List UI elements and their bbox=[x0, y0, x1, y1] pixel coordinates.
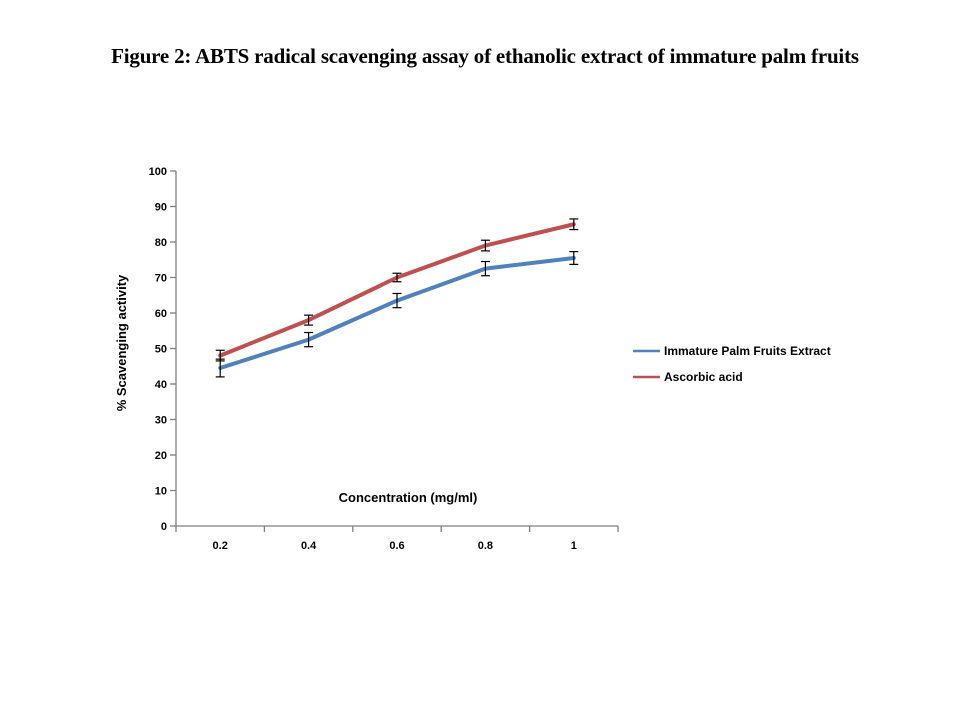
error-bar bbox=[480, 260, 490, 277]
x-tick-label: 1 bbox=[571, 540, 577, 552]
error-bars bbox=[215, 218, 579, 378]
y-axis-title: % Scavenging activity bbox=[114, 274, 129, 411]
legend-entry: Immature Palm Fruits Extract bbox=[633, 344, 831, 358]
y-tick-label: 80 bbox=[155, 237, 167, 249]
error-bar bbox=[480, 239, 490, 252]
x-axis: 0.2 0.4 0.6 0.8 1 bbox=[175, 525, 619, 552]
legend-label: Immature Palm Fruits Extract bbox=[664, 344, 831, 358]
legend-entry: Ascorbic acid bbox=[633, 370, 743, 384]
y-tick-label: 40 bbox=[155, 379, 167, 391]
y-tick-label: 60 bbox=[155, 308, 167, 320]
y-tick-label: 50 bbox=[155, 344, 167, 356]
error-bar bbox=[392, 272, 402, 283]
x-tick-label: 0.4 bbox=[301, 540, 317, 552]
figure-title: Figure 2: ABTS radical scavenging assay … bbox=[111, 44, 859, 68]
error-bar bbox=[215, 349, 225, 362]
error-bar bbox=[304, 331, 314, 348]
error-bar bbox=[569, 218, 579, 231]
series-line-ascorbic-acid bbox=[218, 222, 576, 358]
y-axis: 0 10 20 30 40 50 60 70 80 90 100 bbox=[149, 166, 177, 533]
y-tick-label: 20 bbox=[155, 450, 167, 462]
error-bar bbox=[304, 314, 314, 326]
y-tick-label: 10 bbox=[155, 486, 167, 498]
y-tick-label: 100 bbox=[149, 166, 167, 178]
error-bar bbox=[392, 292, 402, 309]
x-tick-label: 0.8 bbox=[478, 540, 493, 552]
x-axis-title: Concentration (mg/ml) bbox=[339, 490, 478, 505]
x-tick-label: 0.2 bbox=[213, 540, 228, 552]
legend-label: Ascorbic acid bbox=[664, 370, 743, 384]
legend: Immature Palm Fruits Extract Ascorbic aci… bbox=[633, 344, 831, 384]
error-bar bbox=[569, 250, 579, 265]
y-tick-label: 0 bbox=[161, 521, 167, 533]
y-tick-label: 30 bbox=[155, 415, 167, 427]
y-tick-label: 70 bbox=[155, 273, 167, 285]
x-tick-label: 0.6 bbox=[389, 540, 404, 552]
y-tick-label: 90 bbox=[155, 202, 167, 214]
